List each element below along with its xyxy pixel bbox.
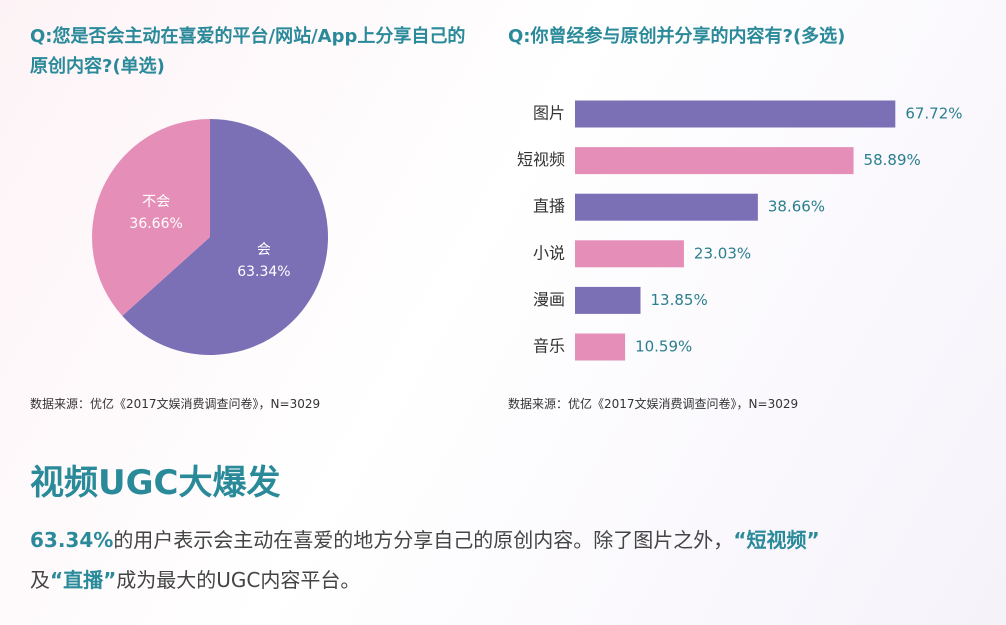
value-label: 38.66% [768, 198, 825, 216]
pie-title: Q:您是否会主动在喜爱的平台/网站/App上分享自己的原创内容?(单选) [30, 26, 466, 77]
bar [575, 147, 854, 175]
slice-label: 会 [257, 242, 271, 258]
value-label: 67.72% [905, 105, 962, 123]
pie-slice [122, 119, 328, 355]
slice-label: 不会 [142, 194, 170, 210]
charts: 会 63.34% 不会 36.66% 图片 67.72% 短视频 58.89% 直播 38.66%… [91, 100, 963, 361]
bar [575, 240, 684, 268]
bar-source: 数据来源：优亿《2017文娱消费调查问卷》，N=3029 [508, 397, 799, 411]
category-label: 小说 [533, 243, 565, 262]
text: 成为最大的UGC内容平台。 [116, 568, 361, 592]
highlight: 63.34% [30, 528, 114, 552]
category-label: 音乐 [533, 337, 565, 356]
bar [575, 333, 626, 361]
value-label: 58.89% [864, 151, 921, 169]
text: 及 [30, 568, 50, 592]
highlight: “直播” [50, 568, 117, 592]
text: 的用户表示会主动在喜爱的地方分享自己的原创内容。除了图片之外， [113, 528, 734, 552]
category-label: 图片 [533, 104, 565, 123]
bar [575, 286, 641, 314]
pie-source: 数据来源：优亿《2017文娱消费调查问卷》，N=3029 [30, 397, 321, 411]
category-label: 直播 [533, 197, 565, 216]
paragraph: 63.34%的用户表示会主动在喜爱的地方分享自己的原创内容。除了图片之外，“短视… [30, 520, 990, 600]
bar [575, 100, 896, 128]
highlight: “短视频” [733, 528, 820, 552]
value-label: 23.03% [694, 244, 751, 262]
slice-value: 63.34% [237, 264, 290, 280]
category-label: 短视频 [517, 150, 565, 169]
bar [575, 193, 758, 221]
bar-title: Q:你曾经参与原创并分享的内容有?(多选) [508, 26, 846, 47]
value-label: 13.85% [651, 291, 708, 309]
pie-slice [91, 119, 210, 316]
category-label: 漫画 [533, 290, 565, 309]
slice-value: 36.66% [129, 216, 182, 232]
value-label: 10.59% [635, 338, 692, 356]
heading: 视频UGC大爆发 [30, 463, 281, 503]
